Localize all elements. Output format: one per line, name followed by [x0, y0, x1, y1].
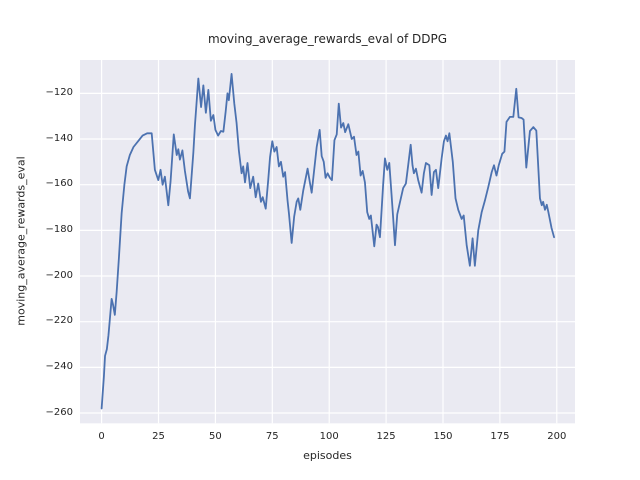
- y-tick-label: −120: [45, 86, 73, 98]
- x-tick-label: 175: [490, 431, 510, 442]
- y-tick-label: −160: [45, 178, 73, 190]
- y-tick-label: −180: [45, 223, 73, 235]
- x-tick-label: 50: [209, 431, 222, 442]
- x-tick-label: 25: [152, 431, 165, 442]
- x-tick-label: 125: [376, 431, 396, 442]
- chart-title: moving_average_rewards_eval of DDPG: [207, 32, 447, 46]
- axes-background: [80, 60, 575, 424]
- x-tick-label: 0: [98, 431, 105, 442]
- y-tick-label: −220: [45, 315, 73, 327]
- x-axis-label: episodes: [303, 449, 352, 462]
- y-tick-label: −140: [45, 132, 73, 144]
- x-tick-label: 200: [547, 431, 567, 442]
- x-tick-label: 150: [433, 431, 453, 442]
- y-tick-label: −240: [45, 360, 73, 372]
- x-tick-label: 100: [319, 431, 339, 442]
- y-tick-label: −200: [45, 269, 73, 281]
- x-tick-label: 75: [265, 431, 279, 442]
- series-line: [100, 73, 555, 410]
- y-tick-label: −260: [45, 406, 73, 418]
